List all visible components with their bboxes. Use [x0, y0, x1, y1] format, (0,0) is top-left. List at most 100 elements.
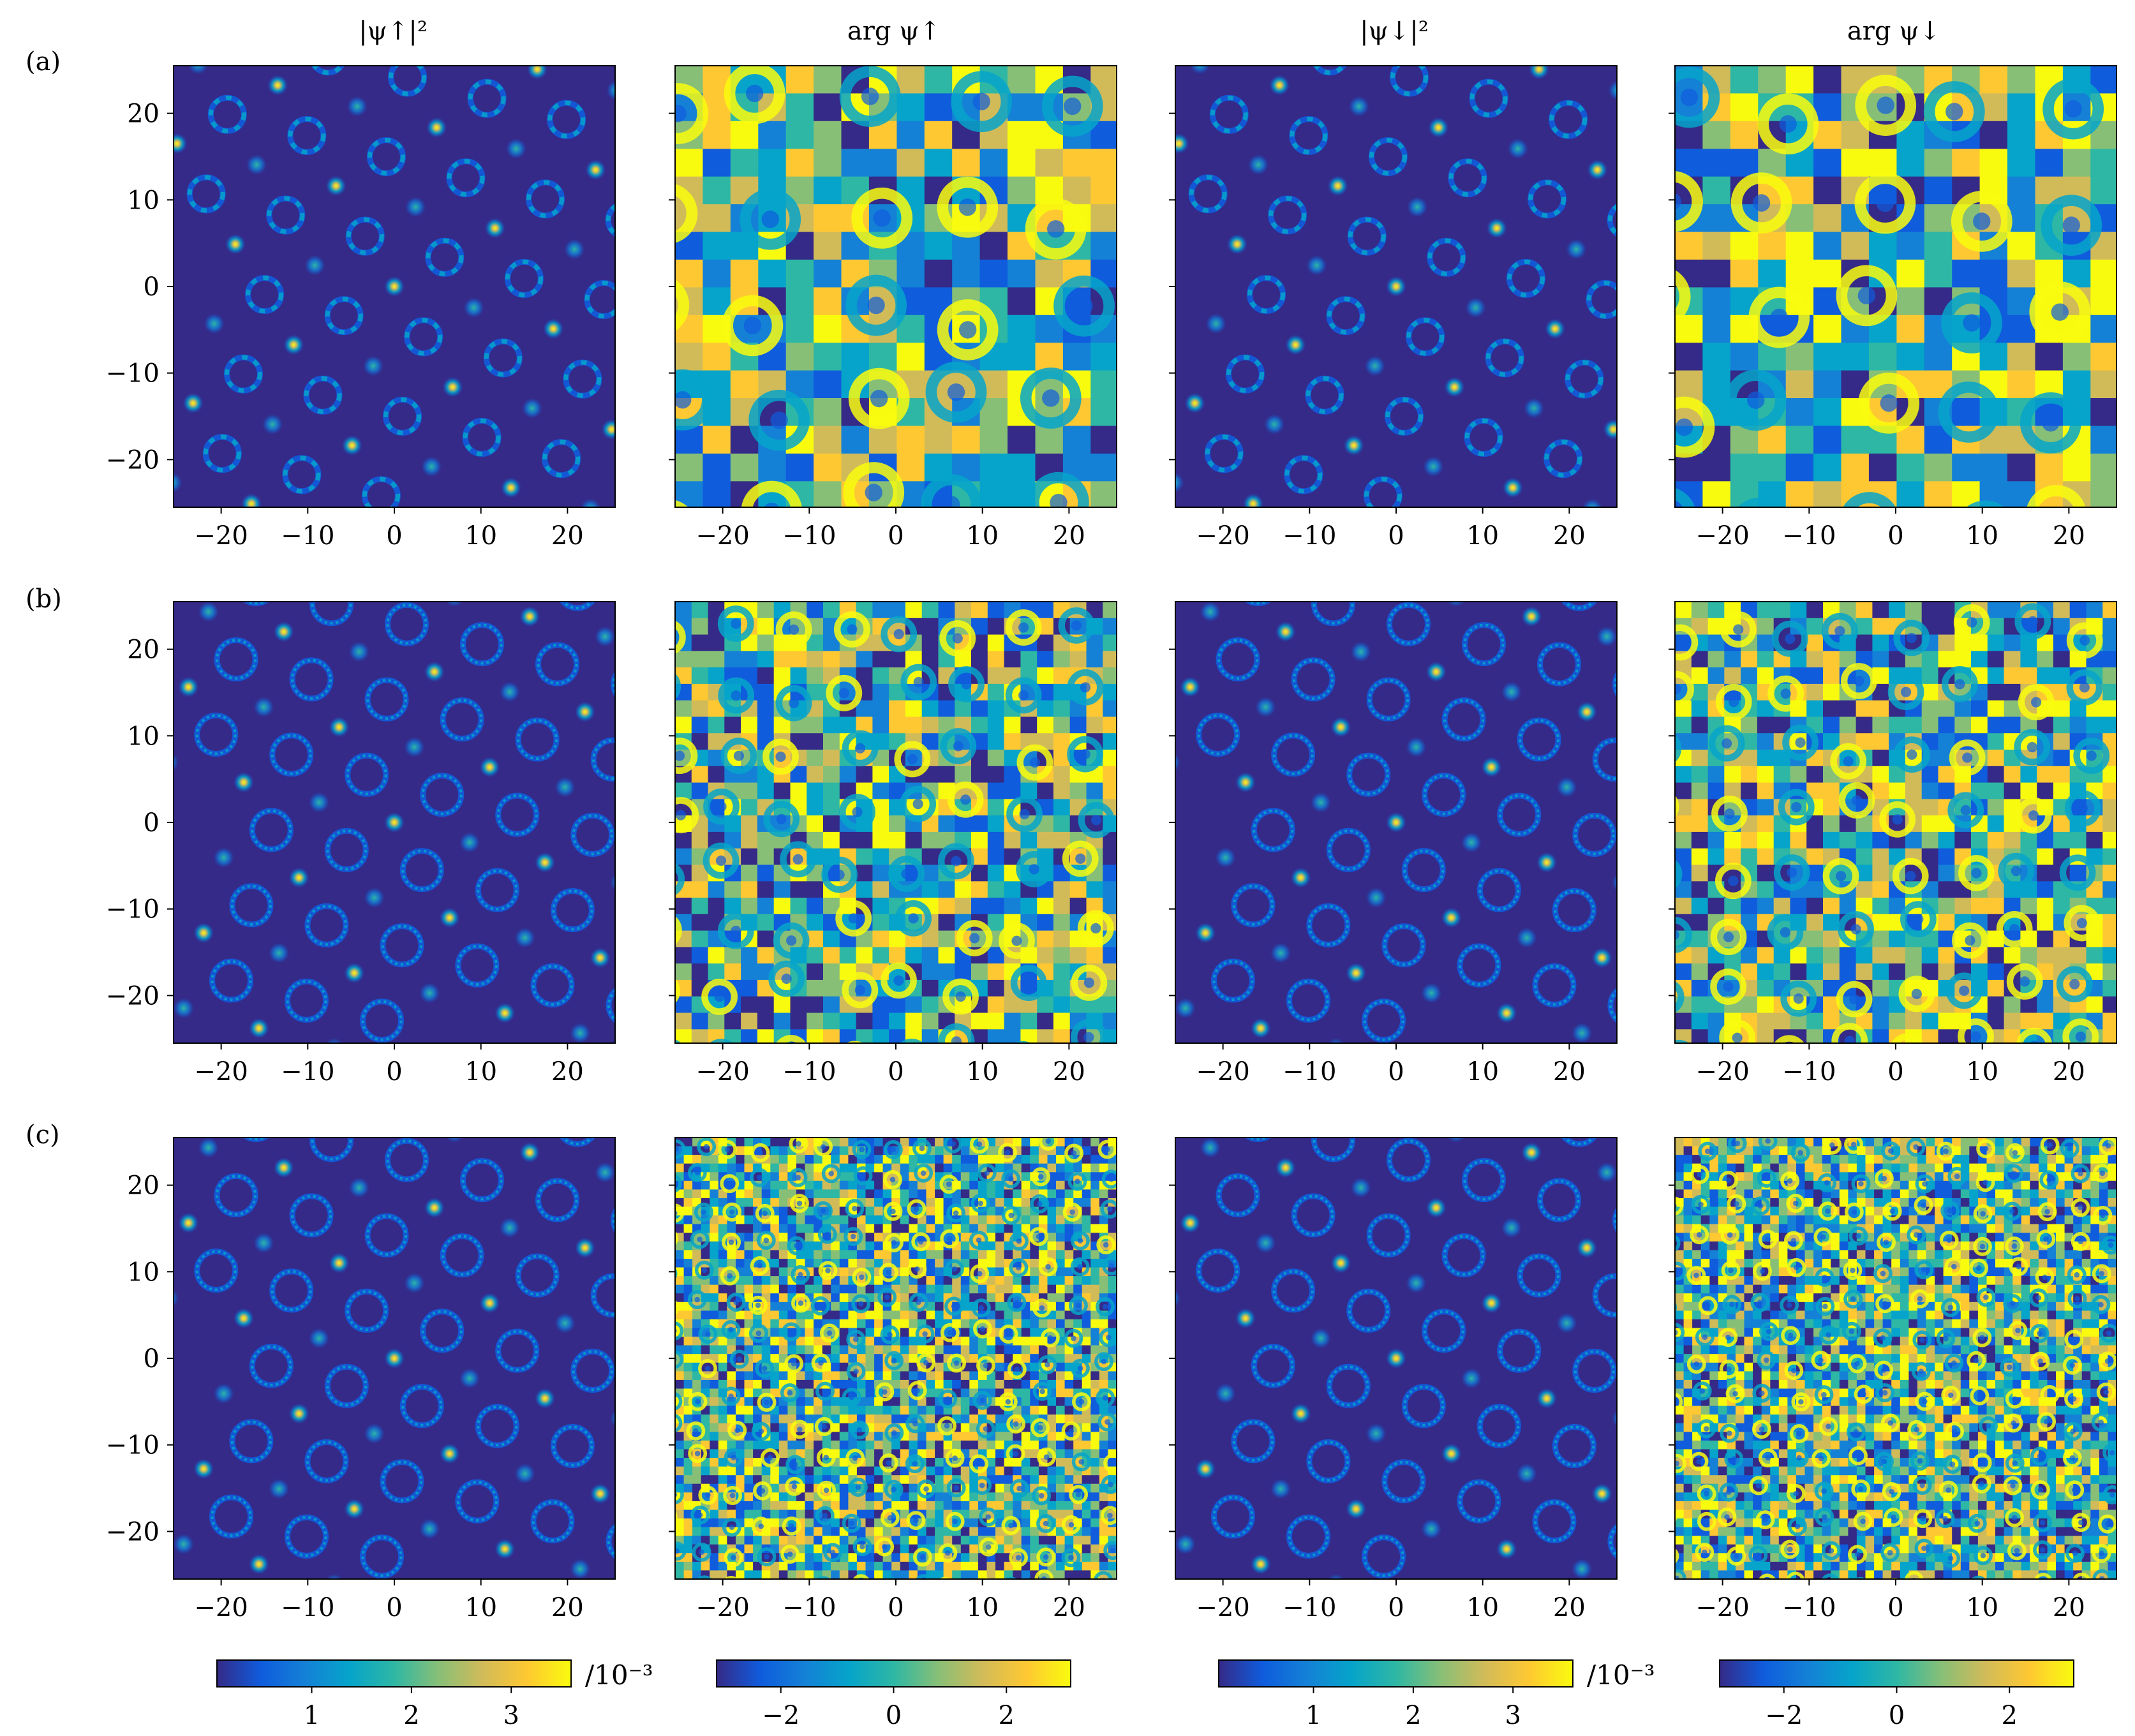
- x-tick-label: 10: [1966, 521, 1998, 551]
- x-tick-label: −20: [194, 521, 248, 551]
- colorbar: 1 2 3/10⁻³: [217, 1659, 653, 1730]
- x-tick-label: 0: [888, 521, 904, 551]
- x-tick-label: −10: [1782, 521, 1836, 551]
- colorbar-tick-label: 3: [1505, 1701, 1521, 1730]
- colorbar-unit: /10⁻³: [585, 1659, 653, 1691]
- x-tick-label: 0: [888, 1057, 904, 1087]
- x-tick-label: 10: [465, 1057, 497, 1087]
- x-tick-label: −10: [1782, 1057, 1836, 1087]
- x-tick-label: 10: [966, 521, 999, 551]
- y-tick-label: 20: [127, 635, 160, 665]
- x-tick-label: 20: [551, 1057, 584, 1087]
- x-tick-label: 0: [386, 521, 402, 551]
- colorbar-tick-label: 0: [1889, 1701, 1905, 1730]
- x-tick-label: 0: [1887, 1593, 1903, 1622]
- colorbar-tick-label: 3: [503, 1701, 519, 1730]
- x-tick-label: −10: [281, 1057, 334, 1087]
- x-tick-label: −20: [696, 521, 749, 551]
- colorbar-tick-label: −2: [762, 1701, 800, 1730]
- colorbar-tick-label: 2: [2002, 1701, 2018, 1730]
- colorbar-unit: /10⁻³: [1587, 1659, 1655, 1691]
- row-label: (b): [26, 584, 62, 614]
- x-tick-label: −20: [1695, 1593, 1749, 1622]
- colorbar-tick-label: 0: [886, 1701, 902, 1730]
- x-tick-label: 0: [1388, 1593, 1404, 1622]
- x-tick-label: −10: [782, 1057, 836, 1087]
- x-tick-label: 10: [1466, 521, 1499, 551]
- colorbar: −2 0 2: [717, 1660, 1071, 1730]
- x-tick-label: −20: [1196, 1057, 1249, 1087]
- panel-phase: −20 −10 0 10 20: [658, 1133, 1126, 1622]
- x-tick-label: 0: [1887, 521, 1903, 551]
- x-tick-label: −10: [782, 1593, 836, 1622]
- x-tick-label: −20: [696, 1057, 749, 1087]
- x-tick-label: 10: [465, 521, 497, 551]
- x-tick-label: 10: [1466, 1593, 1499, 1622]
- panel-phase: −20 −10 0 10 20: [647, 602, 1136, 1087]
- x-tick-label: 20: [551, 521, 584, 551]
- column-title: |ψ↓|²: [1360, 17, 1429, 46]
- colorbar-tick-label: −2: [1765, 1701, 1803, 1730]
- x-tick-label: −10: [281, 521, 334, 551]
- y-tick-label: −20: [106, 1517, 160, 1547]
- x-tick-label: 10: [1966, 1057, 1998, 1087]
- colorbar: −2 0 2: [1720, 1660, 2074, 1730]
- y-tick-label: 10: [127, 1257, 160, 1287]
- x-tick-label: −20: [1695, 1057, 1749, 1087]
- x-tick-label: −10: [281, 1593, 334, 1622]
- colorbar-gradient: [217, 1660, 571, 1687]
- x-tick-label: 0: [888, 1593, 904, 1622]
- colorbar-tick-label: 1: [304, 1701, 320, 1730]
- x-tick-label: 10: [465, 1593, 497, 1622]
- x-tick-label: 0: [1388, 521, 1404, 551]
- y-tick-label: 0: [144, 1344, 160, 1374]
- y-tick-label: 0: [144, 272, 160, 302]
- row-label: (c): [26, 1120, 60, 1150]
- x-tick-label: −20: [1695, 521, 1749, 551]
- x-tick-label: 20: [1553, 521, 1586, 551]
- x-tick-label: −20: [194, 1057, 248, 1087]
- x-tick-label: 20: [2053, 1593, 2085, 1622]
- colorbar-gradient: [717, 1660, 1071, 1687]
- y-tick-label: 20: [127, 100, 160, 129]
- y-tick-label: 10: [127, 722, 160, 751]
- y-tick-label: 20: [127, 1171, 160, 1201]
- x-tick-label: 0: [1887, 1057, 1903, 1087]
- column-titles: |ψ↑|² arg ψ↑ |ψ↓|² arg ψ↓: [359, 17, 1940, 46]
- x-tick-label: 10: [966, 1593, 999, 1622]
- x-tick-label: 20: [1553, 1593, 1586, 1622]
- colorbar-gradient: [1720, 1660, 2074, 1687]
- colorbar-gradient: [1219, 1660, 1573, 1687]
- colorbar-tick-label: 1: [1306, 1701, 1321, 1730]
- x-tick-label: −10: [782, 521, 836, 551]
- colorbar-tick-label: 2: [403, 1701, 419, 1730]
- x-tick-label: 0: [386, 1593, 402, 1622]
- y-tick-label: 0: [144, 808, 160, 838]
- colorbar-tick-label: 2: [999, 1701, 1015, 1730]
- x-tick-label: −10: [1782, 1593, 1836, 1622]
- y-tick-label: −10: [106, 895, 160, 924]
- x-tick-label: 20: [1553, 1057, 1586, 1087]
- y-tick-label: −20: [106, 981, 160, 1011]
- panel-density: −20 −10 0 10 20 20 10 0 −10 −20: [106, 565, 652, 1087]
- x-tick-label: 10: [966, 1057, 999, 1087]
- x-tick-label: 20: [1053, 1057, 1085, 1087]
- x-tick-label: −10: [1283, 1057, 1336, 1087]
- row-labels: (a) (b) (c): [26, 47, 62, 1150]
- panels: −20 −10 0 10 20 20 10 0 −10 −20 −20 −10 0 10 20 −20 −10 0…: [106, 38, 2135, 1622]
- x-tick-label: −20: [1196, 521, 1249, 551]
- x-tick-label: 20: [1053, 1593, 1085, 1622]
- colorbar-tick-label: 2: [1405, 1701, 1421, 1730]
- x-tick-label: 0: [386, 1057, 402, 1087]
- x-tick-label: −10: [1283, 1593, 1336, 1622]
- x-tick-label: −20: [696, 1593, 749, 1622]
